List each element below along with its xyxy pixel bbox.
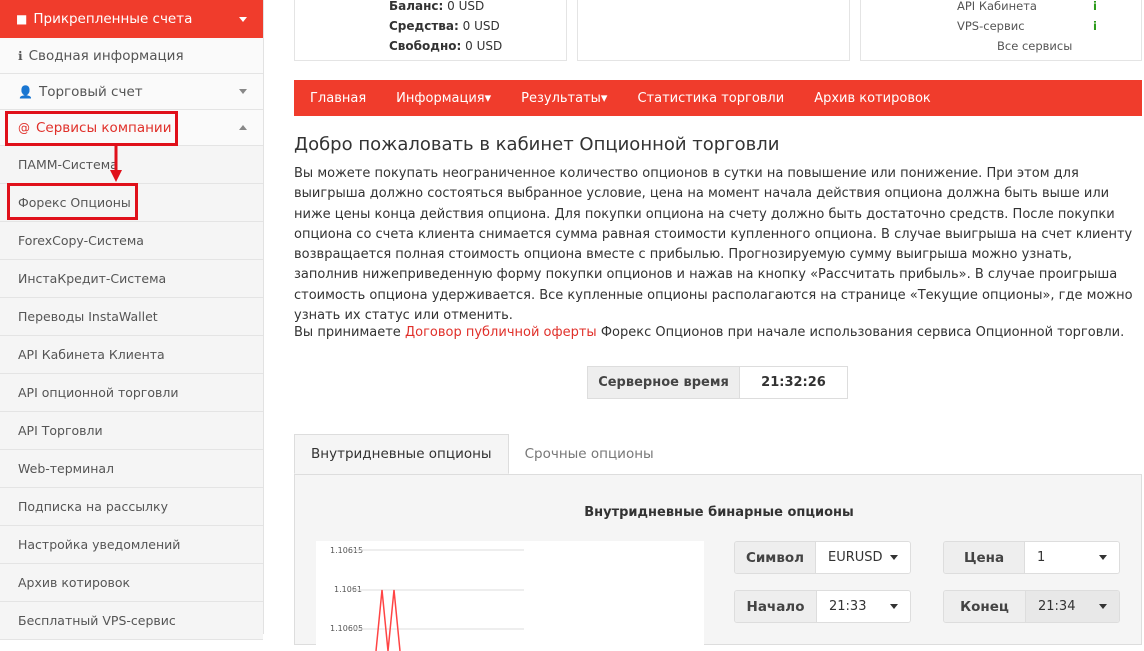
balance-card: Баланс: 0 USD Средства: 0 USD Свободно: … (294, 0, 567, 61)
tab-intraday[interactable]: Внутридневные опционы (294, 434, 509, 474)
info-icon: i (1093, 0, 1097, 13)
sidebar-sub-instawallet[interactable]: Переводы InstaWallet (0, 298, 263, 336)
nav-stats[interactable]: Статистика торговли (637, 90, 785, 106)
sidebar-item-company-services[interactable]: @ Сервисы компании (0, 110, 263, 146)
tab-term[interactable]: Срочные опционы (524, 446, 654, 462)
sidebar-sub-notifications[interactable]: Настройка уведомлений (0, 526, 263, 564)
sidebar-sub-forex-options[interactable]: Форекс Опционы (0, 184, 263, 222)
caret-down-icon (890, 604, 898, 609)
price-chart: 1.10615 1.1061 1.10605 (316, 541, 704, 651)
panel-title: Внутридневные бинарные опционы (584, 505, 854, 520)
caret-down-icon (1099, 555, 1107, 560)
sidebar-sub-forexcopy[interactable]: ForexCopy-Система (0, 222, 263, 260)
arrow-down-icon (110, 144, 122, 182)
top-nav: Главная Информация▾ Результаты▾ Статисти… (294, 80, 1142, 116)
sidebar-sub-web-terminal[interactable]: Web-терминал (0, 450, 263, 488)
caret-down-icon (1099, 604, 1107, 609)
sidebar: ■ Прикрепленные счета ℹ Сводная информация… (0, 0, 264, 640)
sidebar-sub-api-trading[interactable]: API Торговли (0, 412, 263, 450)
nav-info[interactable]: Информация▾ (396, 90, 492, 106)
briefcase-icon: ■ (16, 12, 28, 26)
info-icon: ℹ (18, 48, 23, 63)
price-select[interactable]: Цена 1 (943, 541, 1120, 574)
all-services-link[interactable]: Все сервисы (997, 39, 1073, 53)
nav-archive[interactable]: Архив котировок (814, 90, 931, 106)
price-line (375, 589, 401, 651)
sidebar-item-trading-account[interactable]: 👤 Торговый счет (0, 74, 263, 110)
tick-label: 1.10605 (330, 624, 363, 633)
empty-card (577, 0, 850, 61)
sidebar-sub-api-options[interactable]: API опционной торговли (0, 374, 263, 412)
chevron-down-icon (239, 16, 247, 22)
at-icon: @ (18, 120, 30, 135)
end-select[interactable]: Конец 21:34 (943, 590, 1120, 623)
service-vps-link[interactable]: VPS-сервис (957, 19, 1025, 33)
service-api-link[interactable]: API Кабинета (957, 0, 1037, 13)
main: Баланс: 0 USD Средства: 0 USD Свободно: … (294, 0, 1142, 651)
tick-label: 1.10615 (330, 546, 363, 555)
server-time: Серверное время 21:32:26 (587, 366, 848, 399)
offer-link[interactable]: Договор публичной оферты (404, 325, 597, 340)
sidebar-sub-pamm[interactable]: ПАММ-Система (0, 146, 263, 184)
nav-results[interactable]: Результаты▾ (521, 90, 608, 106)
highlight-box (7, 183, 138, 220)
sidebar-sub-vps[interactable]: Бесплатный VPS-сервис (0, 602, 263, 640)
caret-down-icon (890, 555, 898, 560)
chevron-up-icon (239, 125, 247, 130)
sidebar-sub-instacredit[interactable]: ИнстаКредит-Система (0, 260, 263, 298)
sidebar-sub-subscription[interactable]: Подписка на рассылку (0, 488, 263, 526)
sidebar-sub-api-cabinet[interactable]: API Кабинета Клиента (0, 336, 263, 374)
page-title: Добро пожаловать в кабинет Опционной тор… (294, 134, 780, 155)
sidebar-item-summary[interactable]: ℹ Сводная информация (0, 38, 263, 74)
user-icon: 👤 (18, 84, 33, 99)
offer-text: Вы принимаете Договор публичной оферты Ф… (294, 325, 1125, 340)
symbol-select[interactable]: Символ EURUSD (734, 541, 911, 574)
highlight-box (5, 111, 178, 146)
info-icon: i (1093, 19, 1097, 33)
intro-text: Вы можете покупать неограниченное количе… (294, 166, 1133, 324)
nav-home[interactable]: Главная (310, 90, 367, 106)
services-card: API Кабинета i VPS-сервис i Все сервисы (860, 0, 1142, 61)
sidebar-sub-quotes-archive[interactable]: Архив котировок (0, 564, 263, 602)
chevron-down-icon (239, 89, 247, 94)
options-panel: Внутридневные бинарные опционы 1.10615 1… (294, 475, 1142, 651)
start-select[interactable]: Начало 21:33 (734, 590, 911, 623)
tick-label: 1.1061 (334, 585, 362, 594)
sidebar-attached-accounts[interactable]: ■ Прикрепленные счета (0, 0, 263, 38)
